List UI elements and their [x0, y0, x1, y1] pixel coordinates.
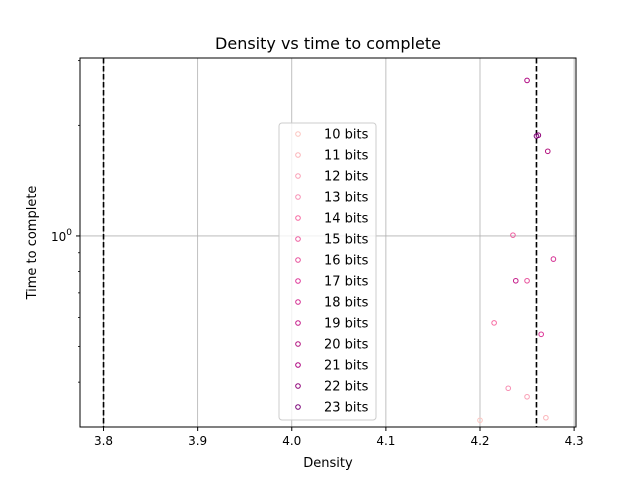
- x-tick-label: 4.2: [470, 434, 489, 448]
- legend-label: 10 bits: [324, 128, 369, 143]
- legend-label: 21 bits: [324, 359, 369, 374]
- x-tick-label: 4.3: [565, 434, 584, 448]
- legend-label: 14 bits: [324, 212, 369, 227]
- legend-label: 19 bits: [324, 317, 369, 332]
- x-tick-label: 3.8: [94, 434, 113, 448]
- legend-label: 11 bits: [324, 149, 369, 164]
- chart-title: Density vs time to complete: [215, 34, 441, 53]
- legend: 10 bits 11 bits 12 bits 13 bits 14 bits 15 bi…: [279, 123, 376, 420]
- legend-label: 12 bits: [324, 170, 369, 185]
- x-axis-label: Density: [303, 456, 353, 471]
- x-tick-label: 3.9: [188, 434, 207, 448]
- y-axis-label: Time to complete: [25, 186, 40, 301]
- x-tick-label: 4.0: [282, 434, 301, 448]
- legend-box: [279, 123, 376, 420]
- legend-label: 23 bits: [324, 401, 369, 416]
- x-tick-label: 4.1: [376, 434, 395, 448]
- legend-label: 18 bits: [324, 296, 369, 311]
- legend-label: 16 bits: [324, 254, 369, 269]
- legend-label: 22 bits: [324, 380, 369, 395]
- legend-label: 13 bits: [324, 191, 369, 206]
- legend-label: 17 bits: [324, 275, 369, 290]
- legend-label: 20 bits: [324, 338, 369, 353]
- legend-label: 15 bits: [324, 233, 369, 248]
